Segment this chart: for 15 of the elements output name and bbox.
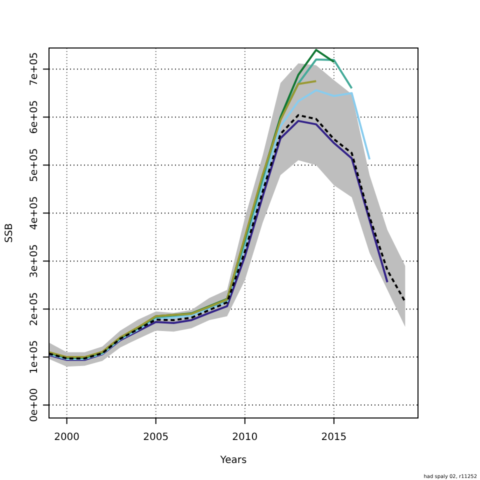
y-tick-label: 0e+00: [29, 388, 40, 422]
y-tick-label: 7e+05: [29, 52, 40, 86]
y-tick-label: 6e+05: [29, 100, 40, 134]
y-tick-label: 3e+05: [29, 244, 40, 278]
y-tick-label: 2e+05: [29, 292, 40, 326]
x-axis-title: Years: [219, 455, 247, 466]
line-series: [49, 80, 318, 358]
x-tick-label: 2015: [321, 432, 347, 443]
x-tick-label: 2005: [143, 432, 169, 443]
y-tick-label: 4e+05: [29, 196, 40, 230]
x-tick-label: 2000: [54, 432, 80, 443]
y-axis-title: SSB: [4, 223, 15, 243]
x-tick-label: 2010: [232, 432, 258, 443]
y-tick-label: 5e+05: [29, 148, 40, 182]
y-tick-label: 1e+05: [29, 340, 40, 374]
